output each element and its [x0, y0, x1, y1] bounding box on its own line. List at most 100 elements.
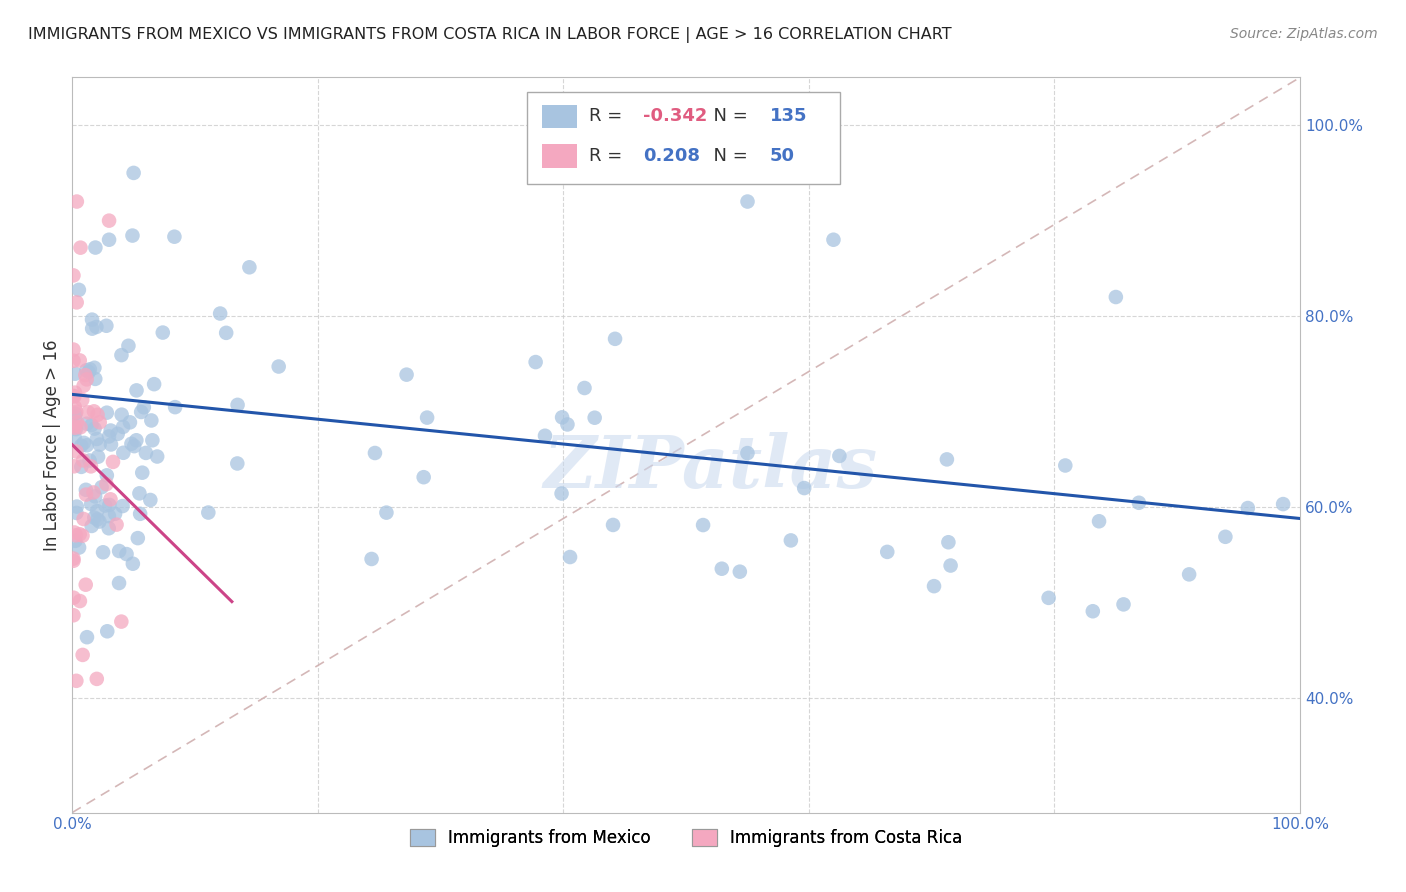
Point: [267, 359, 290, 374]
Point: [412, 470, 434, 484]
Point: [62, 551, 84, 566]
Point: [551, 410, 574, 425]
Point: [65, 533, 87, 548]
Point: [96, 468, 118, 483]
Point: [1054, 458, 1077, 473]
Text: R =: R =: [589, 107, 628, 126]
Point: [97, 521, 120, 535]
Point: [66, 500, 89, 514]
Point: [72, 453, 94, 467]
Point: [1112, 598, 1135, 612]
Point: [76, 372, 98, 386]
Point: [66, 415, 89, 429]
Point: [67, 283, 90, 297]
Point: [101, 455, 124, 469]
Point: [120, 436, 142, 450]
Point: [83, 360, 105, 375]
Point: [395, 368, 418, 382]
Point: [65, 673, 87, 688]
Point: [90, 480, 112, 494]
Point: [63, 409, 86, 424]
Point: [111, 499, 134, 513]
Point: [574, 381, 596, 395]
Point: [692, 518, 714, 533]
Text: 0.208: 0.208: [643, 147, 700, 165]
Point: [1105, 290, 1128, 304]
Point: [69, 527, 91, 541]
Point: [135, 446, 157, 460]
Point: [129, 405, 152, 419]
FancyBboxPatch shape: [543, 145, 576, 168]
Point: [65, 444, 87, 458]
Point: [86, 432, 108, 446]
Point: [63, 400, 86, 414]
Point: [104, 507, 127, 521]
Point: [111, 408, 134, 422]
Point: [63, 407, 86, 421]
Point: [65, 422, 87, 436]
Point: [557, 417, 579, 432]
Point: [65, 405, 87, 419]
Text: N =: N =: [702, 107, 754, 126]
Point: [65, 528, 87, 542]
Point: [1178, 567, 1201, 582]
Point: [80, 459, 103, 474]
Point: [922, 579, 945, 593]
Text: N =: N =: [702, 147, 754, 165]
Point: [80, 497, 103, 511]
Point: [105, 517, 128, 532]
Point: [94, 499, 117, 513]
Point: [87, 450, 110, 464]
Point: [89, 437, 111, 451]
Point: [63, 525, 86, 540]
Y-axis label: In Labor Force | Age > 16: In Labor Force | Age > 16: [44, 339, 60, 550]
Point: [110, 348, 132, 362]
Point: [70, 459, 93, 474]
Point: [69, 594, 91, 608]
Point: [77, 365, 100, 379]
Point: [82, 321, 104, 335]
Point: [86, 512, 108, 526]
Point: [65, 506, 87, 520]
Point: [75, 483, 97, 497]
Point: [80, 418, 103, 433]
Point: [98, 233, 121, 247]
Point: [139, 493, 162, 508]
Point: [108, 576, 131, 591]
Point: [77, 405, 100, 419]
Point: [86, 504, 108, 518]
Point: [112, 446, 135, 460]
Point: [98, 498, 121, 512]
Point: [89, 515, 111, 529]
Point: [96, 406, 118, 420]
Point: [1128, 496, 1150, 510]
Point: [197, 506, 219, 520]
Point: [935, 452, 957, 467]
Point: [96, 477, 118, 491]
Point: [939, 558, 962, 573]
Text: R =: R =: [589, 147, 628, 165]
Point: [62, 608, 84, 623]
Point: [728, 565, 751, 579]
Point: [83, 485, 105, 500]
Point: [63, 430, 86, 444]
Point: [141, 413, 163, 427]
Text: Source: ZipAtlas.com: Source: ZipAtlas.com: [1230, 27, 1378, 41]
Point: [72, 529, 94, 543]
Point: [80, 519, 103, 533]
Point: [163, 229, 186, 244]
Point: [80, 312, 103, 326]
Point: [96, 318, 118, 333]
Point: [110, 615, 132, 629]
Point: [125, 434, 148, 448]
Point: [117, 339, 139, 353]
Point: [360, 552, 382, 566]
Point: [62, 353, 84, 368]
Point: [1038, 591, 1060, 605]
Point: [710, 562, 733, 576]
Point: [132, 401, 155, 415]
Point: [63, 459, 86, 474]
Point: [127, 531, 149, 545]
Point: [75, 368, 97, 382]
Point: [416, 410, 439, 425]
